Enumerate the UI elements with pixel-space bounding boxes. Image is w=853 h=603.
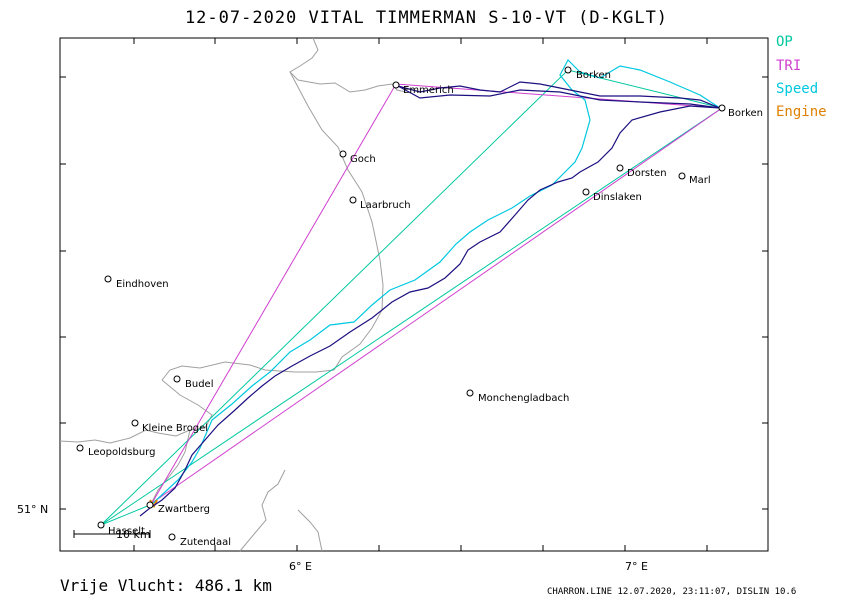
scale-bar — [73, 530, 151, 538]
city-labels: Emmerich Borken Borken Goch Dorsten Marl… — [88, 70, 763, 548]
city-marker — [616, 164, 624, 172]
tri-route — [151, 83, 724, 504]
op-route — [100, 69, 724, 526]
city-marker — [582, 188, 590, 196]
city-label: Dorsten — [627, 168, 667, 179]
city-marker — [173, 375, 181, 383]
legend-op-label: OP — [776, 34, 793, 50]
city-marker — [349, 196, 357, 204]
city-label: Zwartberg — [158, 504, 210, 515]
city-label: Kleine Brogel — [142, 423, 208, 434]
credit-line: CHARRON.LINE 12.07.2020, 23:11:07, DISLI… — [547, 587, 797, 597]
city-label: Borken — [728, 108, 763, 119]
city-label: Goch — [350, 154, 376, 165]
y-tick-51n: 51° N — [17, 503, 48, 516]
country-borders — [59, 37, 407, 552]
legend-engine: Engine — [776, 104, 827, 120]
flight-track — [139, 81, 721, 517]
legend-tri: TRI — [776, 58, 801, 74]
city-marker — [131, 419, 139, 427]
city-label: Budel — [185, 379, 213, 390]
legend-op: OP — [776, 34, 793, 50]
city-label: Emmerich — [403, 85, 454, 96]
tick-marks — [60, 38, 768, 551]
x-tick-6e: 6° E — [289, 560, 312, 573]
city-marker — [146, 501, 154, 509]
city-label: Dinslaken — [593, 192, 642, 203]
city-markers — [76, 66, 726, 541]
city-label: Monchengladbach — [478, 393, 569, 404]
scale-label: 10 km — [116, 528, 151, 541]
city-label: Laarbruch — [360, 200, 411, 211]
city-label: Eindhoven — [116, 279, 169, 290]
city-label: Leopoldsburg — [88, 447, 155, 458]
city-marker — [678, 172, 686, 180]
city-label: Marl — [689, 175, 711, 186]
legend-speed-label: Speed — [776, 81, 819, 97]
legend-tri-label: TRI — [776, 58, 802, 74]
city-label: Hasselt — [108, 526, 145, 537]
city-marker — [339, 150, 347, 158]
city-marker — [76, 444, 84, 452]
speed-track — [151, 59, 721, 505]
page-title: 12-07-2020 VITAL TIMMERMAN S-10-VT (D-KG… — [184, 8, 669, 28]
x-tick-7e: 7° E — [625, 560, 648, 573]
city-marker — [392, 81, 400, 89]
map-frame — [59, 37, 769, 552]
city-marker — [104, 275, 112, 283]
city-marker — [97, 521, 105, 529]
legend-engine-label: Engine — [776, 104, 827, 120]
city-label: Zutendaal — [180, 537, 231, 548]
city-marker — [466, 389, 474, 397]
city-marker — [564, 66, 572, 74]
city-marker — [168, 533, 176, 541]
city-label: Borken — [576, 70, 611, 81]
free-flight-distance: Vrije Vlucht: 486.1 km — [60, 576, 272, 595]
city-marker — [718, 104, 726, 112]
legend-speed: Speed — [776, 81, 818, 97]
